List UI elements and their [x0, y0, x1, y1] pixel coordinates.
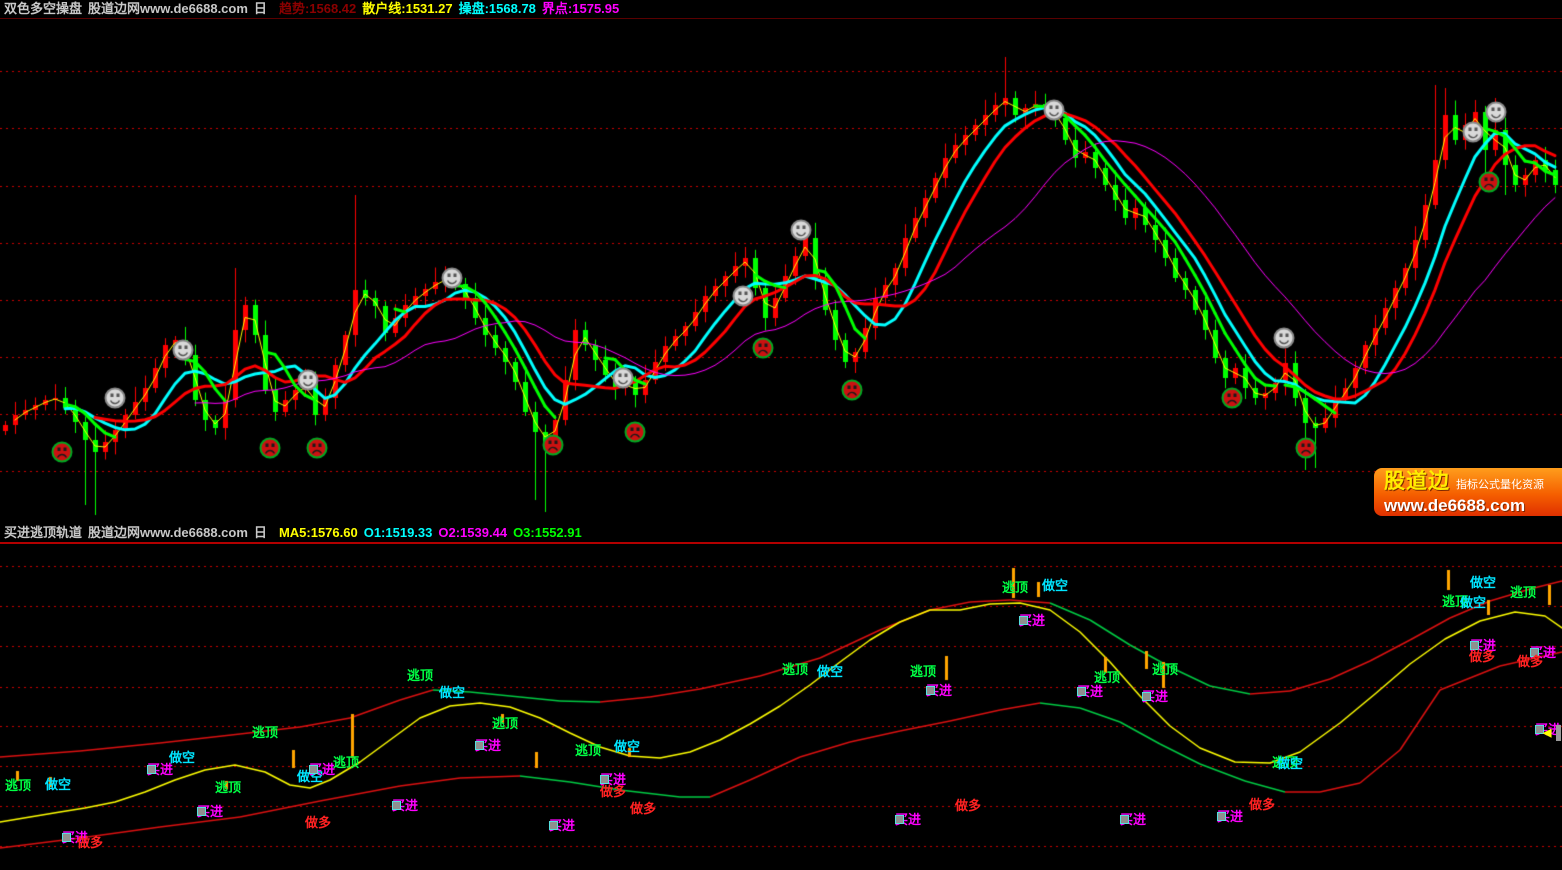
top-panel-header: 双色多空操盘 股道边网www.de6688.com 日趋势:1568.42 散户线:1… [0, 0, 1562, 19]
top-panel-site: 股道边网www.de6688.com [88, 1, 248, 16]
bottom-panel-header: 买进逃顶轨道 股道边网www.de6688.com 日 MA5:1576.60 O1:1… [0, 524, 1562, 544]
logo-url: www.de6688.com [1384, 496, 1526, 515]
indicator-value: 界点:1575.95 [541, 1, 620, 16]
indicator-value: MA5:1576.60 [278, 525, 358, 540]
indicator-value: O2:1539.44 [438, 525, 508, 540]
indicator-value: 趋势:1568.42 [278, 1, 357, 16]
bottom-panel-site: 股道边网www.de6688.com [88, 525, 248, 540]
top-panel-title: 双色多空操盘 [4, 1, 83, 16]
indicator-value: 操盘:1568.78 [458, 1, 536, 16]
top-panel-period[interactable]: 日 [253, 1, 267, 16]
logo-tagline: 指标公式量化资源 [1456, 479, 1544, 491]
signal-channel-chart-canvas[interactable] [0, 543, 1562, 870]
logo-brand: 股道边 [1384, 470, 1450, 493]
brand-logo[interactable]: 股道边 指标公式量化资源 www.de6688.com [1374, 468, 1562, 516]
candlestick-chart-canvas[interactable] [0, 18, 1562, 524]
bottom-panel-period[interactable]: 日 [253, 525, 267, 540]
indicator-value: O3:1552.91 [513, 525, 582, 540]
indicator-value: 散户线:1531.27 [362, 1, 453, 16]
bottom-indicator-values: MA5:1576.60 O1:1519.33 O2:1539.44 O3:1552.9… [273, 525, 582, 540]
indicator-value: O1:1519.33 [363, 525, 433, 540]
top-indicator-values: 趋势:1568.42 散户线:1531.27 操盘:1568.78 界点:1575.9… [273, 1, 619, 16]
bottom-panel-title: 买进逃顶轨道 [4, 525, 83, 540]
